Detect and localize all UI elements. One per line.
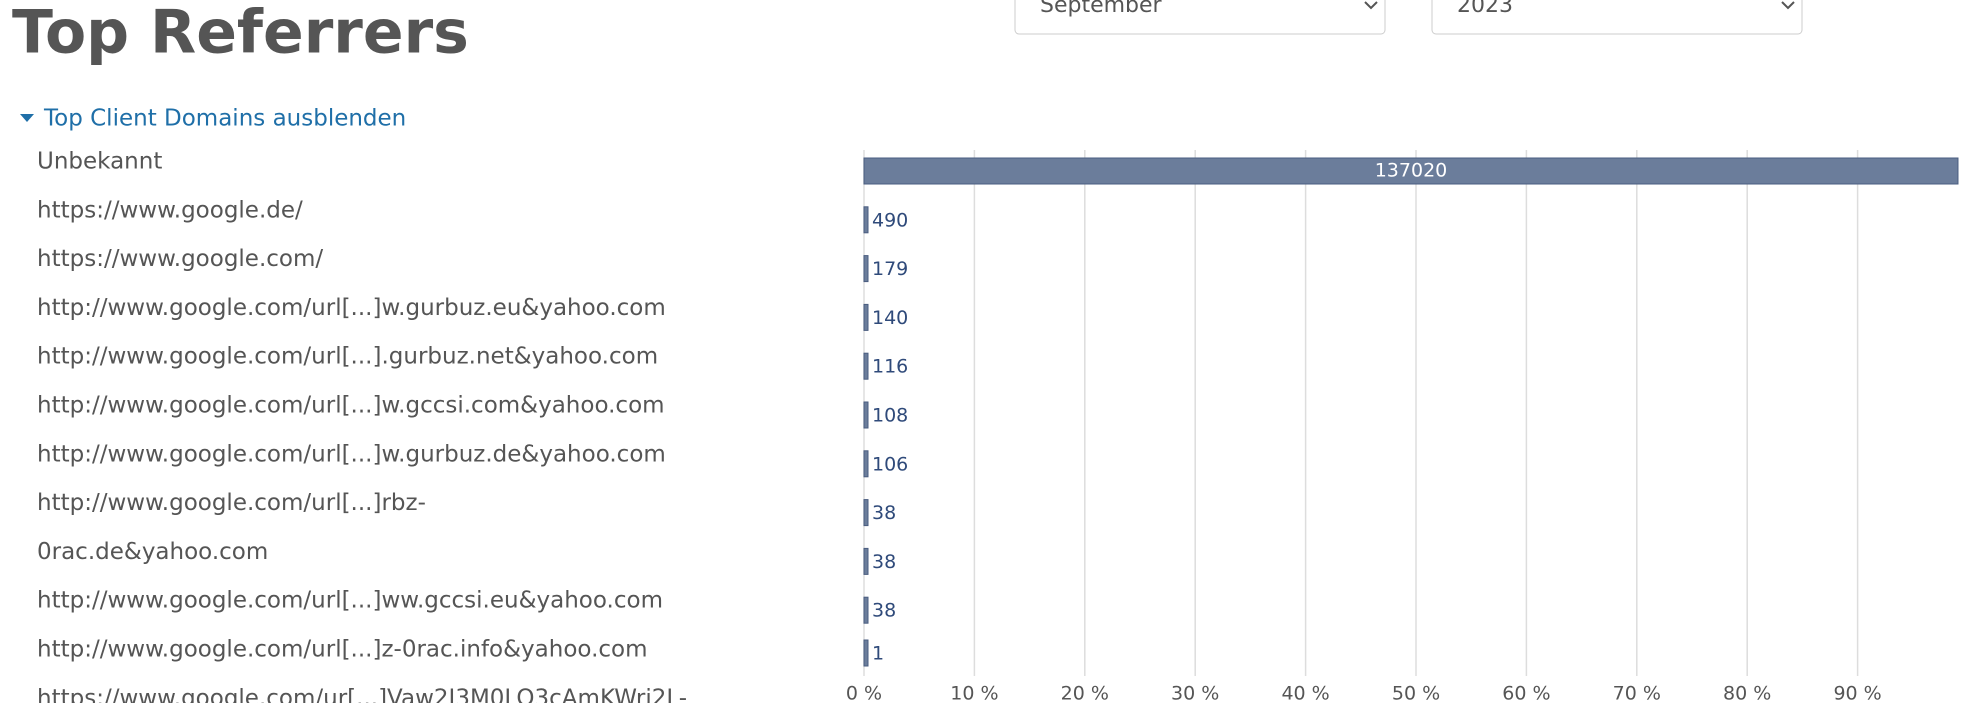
x-tick-label: 90 % (1833, 683, 1881, 703)
bar (863, 596, 869, 624)
value-label: 38 (872, 600, 896, 622)
value-label: 140 (872, 307, 908, 329)
referrer-label: http://www.google.com/url[...]ww.gccsi.e… (37, 588, 663, 614)
referrer-label: https://www.google.com/ur[...]Vaw2I3M0LO… (37, 685, 687, 703)
value-label: 137020 (1375, 160, 1448, 182)
chevron (1781, 1, 1795, 10)
bar (863, 401, 869, 429)
page-title: Top Referrers (12, 0, 469, 68)
caret (20, 114, 34, 122)
referrer-label: http://www.google.com/url[...]rbz- (37, 490, 426, 516)
bar (863, 303, 869, 331)
value-label: 179 (872, 258, 908, 280)
value-label: 38 (872, 551, 896, 573)
x-tick-label: 20 % (1061, 683, 1109, 703)
x-tick-label: 50 % (1392, 683, 1440, 703)
x-tick-label: 10 % (950, 683, 998, 703)
bar (863, 352, 869, 380)
bar (863, 450, 869, 478)
x-tick-label: 0 % (846, 683, 882, 703)
value-label: 38 (872, 502, 896, 524)
value-label: 108 (872, 405, 908, 427)
x-tick-label: 70 % (1613, 683, 1661, 703)
referrer-label: Unbekannt (37, 149, 162, 175)
x-tick-label: 40 % (1281, 683, 1329, 703)
referrer-label: http://www.google.com/url[...]z-0rac.inf… (37, 637, 648, 663)
referrer-label: 0rac.de&yahoo.com (37, 539, 268, 565)
bar (863, 499, 869, 527)
referrer-label: http://www.google.com/url[...]w.gurbuz.e… (37, 295, 666, 321)
year-select[interactable] (1431, 0, 1803, 35)
value-label: 1 (872, 643, 884, 665)
value-label: 116 (872, 356, 908, 378)
x-tick-label: 80 % (1723, 683, 1771, 703)
bar (863, 157, 1959, 185)
chevron (1364, 1, 1378, 10)
x-tick-label: 60 % (1502, 683, 1550, 703)
referrer-label: https://www.google.com/ (37, 246, 323, 272)
bar (863, 255, 869, 283)
referrer-label: http://www.google.com/url[...]w.gurbuz.d… (37, 441, 666, 467)
bar (863, 547, 869, 575)
month-value[interactable]: September (1040, 0, 1163, 18)
value-label: 106 (872, 453, 908, 475)
year-value[interactable]: 2023 (1457, 0, 1513, 18)
referrer-label: https://www.google.de/ (37, 197, 303, 223)
value-label: 490 (872, 209, 908, 231)
referrer-label: http://www.google.com/url[...].gurbuz.ne… (37, 344, 658, 370)
x-tick-label: 30 % (1171, 683, 1219, 703)
bar (863, 639, 869, 667)
month-select[interactable] (1014, 0, 1386, 35)
bar (863, 206, 869, 234)
referrer-label: http://www.google.com/url[...]w.gccsi.co… (37, 393, 665, 419)
toggle-link[interactable]: Top Client Domains ausblenden (43, 106, 406, 132)
